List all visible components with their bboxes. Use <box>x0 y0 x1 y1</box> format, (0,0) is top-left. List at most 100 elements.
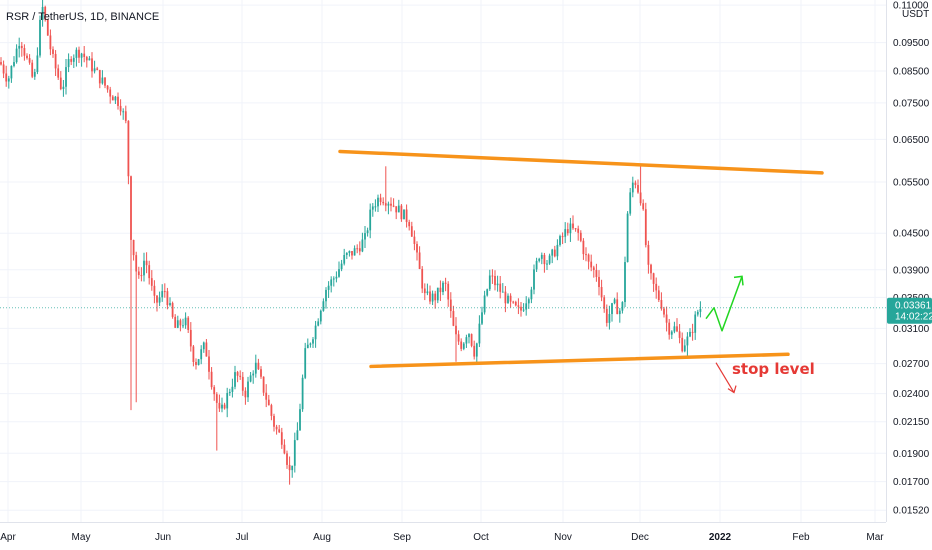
candle-body <box>345 252 348 255</box>
candle-body <box>31 62 34 77</box>
candle-body <box>54 53 57 69</box>
candle-body <box>577 228 580 233</box>
candle-body <box>543 254 546 265</box>
candle-body <box>85 56 88 61</box>
candle-body <box>520 306 522 311</box>
candle-body <box>598 276 600 288</box>
candle-body <box>62 86 65 90</box>
candle-body <box>182 325 184 327</box>
candle-body <box>462 343 465 349</box>
candle-body <box>88 58 91 61</box>
candle-body <box>228 391 231 394</box>
candle-body <box>637 185 639 193</box>
candle-body <box>252 373 255 376</box>
candle-body <box>403 209 405 220</box>
candle-body <box>452 311 455 326</box>
candle-body <box>33 71 36 77</box>
candle-body <box>306 344 309 349</box>
candle-body <box>689 331 691 337</box>
candle-body <box>371 206 374 210</box>
candle-body <box>517 305 520 307</box>
candle-body <box>49 35 52 50</box>
candle-body <box>624 262 626 303</box>
candle-body <box>293 440 296 466</box>
bearish-arrowhead <box>727 385 737 394</box>
candle-body <box>408 222 411 227</box>
candle-body <box>153 285 156 296</box>
candle-body <box>478 323 481 344</box>
candle-body <box>145 260 148 266</box>
candle-body <box>488 275 491 290</box>
candle-body <box>559 236 561 245</box>
candle-body <box>140 275 143 277</box>
candle-body <box>421 268 424 289</box>
candle-body <box>663 308 665 315</box>
candle-body <box>57 68 60 78</box>
candle-body <box>657 290 660 301</box>
candle-body <box>65 67 67 87</box>
candle-body <box>163 291 166 293</box>
candle-body <box>117 96 119 106</box>
candle-body <box>455 325 457 335</box>
candle-body <box>585 254 587 256</box>
time-tick-label: Dec <box>631 532 649 543</box>
candle-body <box>694 314 697 333</box>
candle-body <box>512 301 515 303</box>
candles <box>0 0 886 485</box>
candle-body <box>387 203 390 206</box>
candle-body <box>205 342 208 357</box>
candle-body <box>457 334 460 342</box>
candle-body <box>192 346 195 362</box>
candle-body <box>681 337 684 352</box>
candle-body <box>114 96 117 101</box>
candle-body <box>429 291 431 302</box>
candle-body <box>382 201 385 204</box>
price-axis[interactable]: 0.11000 0.09500 0.08500 0.07500 0.06500 0.055… <box>886 0 932 550</box>
candle-body <box>390 203 392 206</box>
candle-body <box>210 371 213 388</box>
candle-body <box>447 283 450 300</box>
candle-body <box>330 279 333 286</box>
candle-body <box>634 182 637 186</box>
price-axis-background <box>886 0 932 550</box>
candle-body <box>244 390 247 398</box>
candle-body <box>111 96 114 101</box>
candle-body <box>574 228 577 230</box>
candle-body <box>358 248 361 252</box>
candle-body <box>374 206 377 208</box>
candle-body <box>169 303 171 306</box>
candle-body <box>699 309 702 312</box>
candle-body <box>377 197 379 207</box>
candle-body <box>26 55 28 59</box>
candle-body <box>18 45 21 49</box>
candle-body <box>236 372 239 376</box>
candle-body <box>561 236 564 238</box>
candle-body <box>473 345 476 357</box>
candle-body <box>468 334 470 338</box>
candle-body <box>179 320 182 326</box>
candle-body <box>507 295 509 304</box>
candle-body <box>262 376 265 393</box>
candle-body <box>335 276 338 279</box>
candle-body <box>143 260 145 276</box>
time-axis[interactable]: Apr May Jun Jul Aug Sep Oct Nov Dec 2022 Feb Mar <box>0 522 886 544</box>
candle-body <box>93 68 96 72</box>
candle-body <box>603 297 606 309</box>
candle-body <box>660 300 663 309</box>
candle-body <box>605 308 608 323</box>
time-tick-label: Apr <box>0 532 16 543</box>
candle-body <box>592 267 595 271</box>
candle-body <box>283 444 286 454</box>
candle-body <box>127 120 130 177</box>
candle-body <box>280 432 283 445</box>
candle-body <box>301 377 304 410</box>
candle-body <box>309 343 312 345</box>
candle-body <box>148 265 151 279</box>
resistance-trendline <box>338 149 824 175</box>
candle-body <box>426 291 429 294</box>
candle-body <box>46 19 49 36</box>
candle-body <box>668 322 671 335</box>
candle-body <box>644 209 647 245</box>
